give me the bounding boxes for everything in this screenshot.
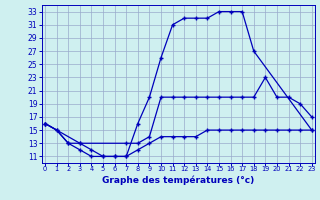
X-axis label: Graphe des températures (°c): Graphe des températures (°c) — [102, 175, 254, 185]
